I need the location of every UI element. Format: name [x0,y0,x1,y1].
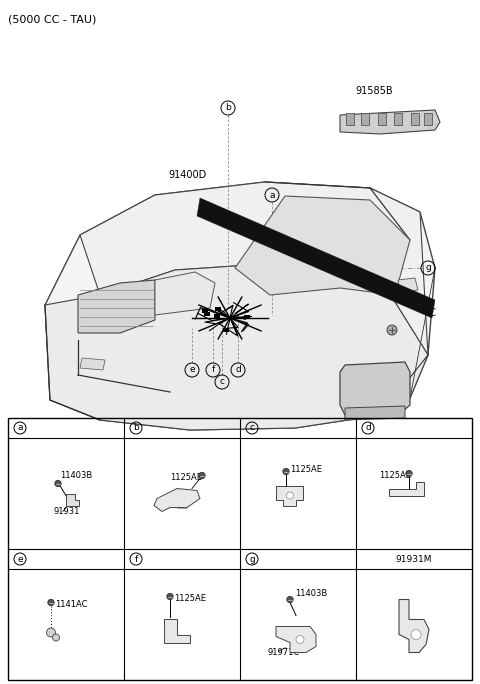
Polygon shape [45,182,435,430]
Circle shape [296,635,304,644]
Polygon shape [276,627,316,653]
Polygon shape [276,486,303,505]
Polygon shape [164,618,190,642]
Text: g: g [249,555,255,564]
Polygon shape [155,272,215,315]
Polygon shape [154,488,200,512]
Text: 91931M: 91931M [396,555,432,564]
Circle shape [283,469,289,475]
Bar [361,113,369,125]
Circle shape [199,472,205,479]
Circle shape [47,628,56,637]
Polygon shape [80,358,105,370]
Text: (5000 CC - TAU): (5000 CC - TAU) [8,14,96,24]
Text: 91585B: 91585B [355,86,393,96]
Polygon shape [197,198,435,318]
Text: 1125AE: 1125AE [170,473,202,482]
Bar [214,315,220,318]
Text: e: e [17,555,23,564]
Bar [8,418,472,680]
Text: 1125AE: 1125AE [174,594,206,603]
Polygon shape [340,362,410,415]
Text: e: e [189,365,195,375]
Text: a: a [17,423,23,432]
Bar [204,313,210,316]
Bar [244,315,250,319]
Text: b: b [225,103,231,112]
Text: d: d [235,365,241,375]
Text: f: f [211,365,215,375]
Text: 11403B: 11403B [295,589,327,598]
Text: 11403B: 11403B [60,471,92,480]
Bar [223,328,229,332]
Text: 1125AE: 1125AE [379,471,411,480]
Text: g: g [425,263,431,272]
Bar [411,113,419,125]
Polygon shape [398,278,418,293]
Bar [202,309,207,313]
Polygon shape [45,262,428,430]
Bar [215,307,221,311]
Text: 1327AC: 1327AC [399,308,437,318]
Text: c: c [219,378,225,386]
Text: 91526B: 91526B [358,385,396,395]
Polygon shape [235,196,410,295]
Bar [346,113,354,125]
Circle shape [287,492,293,499]
Text: d: d [365,423,371,432]
Text: 91971C: 91971C [268,648,300,657]
Circle shape [167,593,173,600]
Polygon shape [340,110,440,134]
Text: 1125AE: 1125AE [290,465,322,474]
Text: 91400D: 91400D [168,170,206,180]
Polygon shape [66,493,79,505]
Bar [424,113,432,125]
Bar [378,113,386,125]
Circle shape [411,629,421,640]
Circle shape [287,596,293,603]
Polygon shape [80,182,428,355]
Text: b: b [133,423,139,432]
Text: f: f [134,555,138,564]
Polygon shape [399,599,429,653]
Bar [394,113,402,125]
Polygon shape [389,482,424,495]
Circle shape [406,471,412,477]
Circle shape [387,325,397,335]
Polygon shape [78,280,155,333]
Text: c: c [250,423,254,432]
Circle shape [48,599,54,606]
Circle shape [55,480,61,487]
Text: 1141AC: 1141AC [55,600,87,609]
Circle shape [52,634,60,641]
Text: 91931: 91931 [53,507,79,516]
Polygon shape [345,406,405,420]
Text: a: a [269,191,275,200]
